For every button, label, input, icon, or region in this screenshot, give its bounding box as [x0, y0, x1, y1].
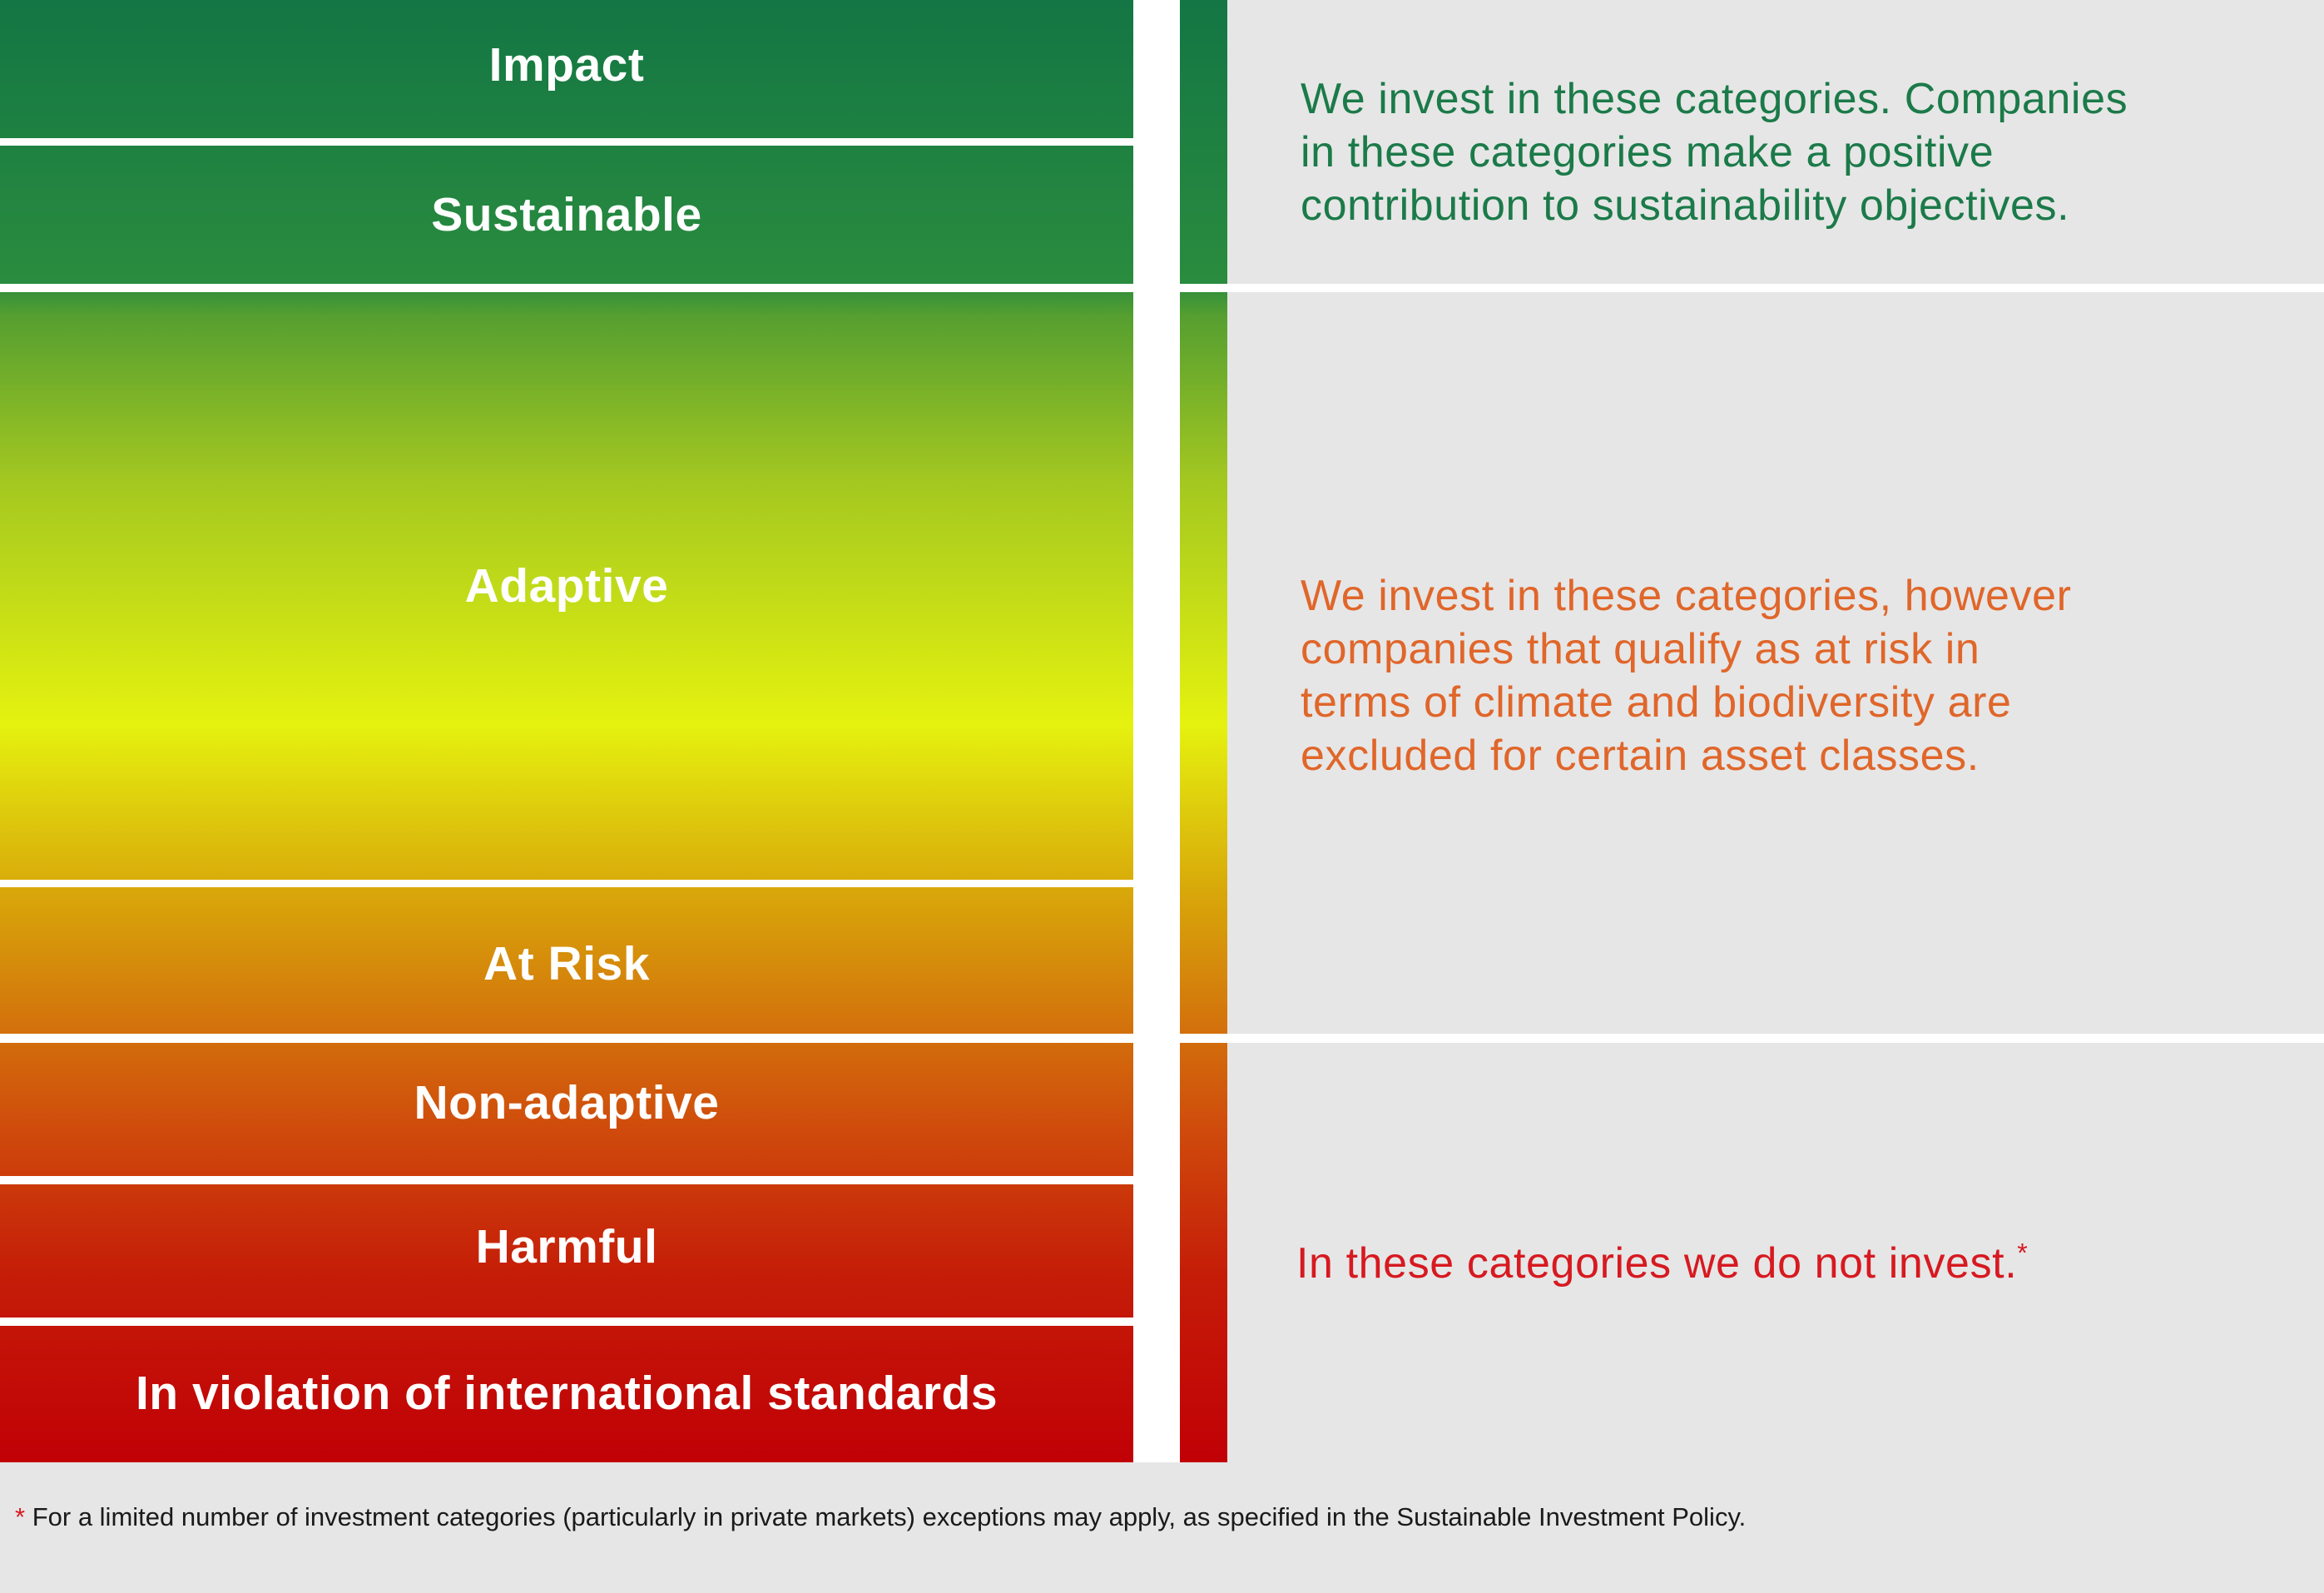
footnote: * For a limited number of investment cat… — [15, 1502, 1746, 1532]
text-line: terms of climate and biodiversity are — [1301, 678, 2012, 727]
text-line: contribution to sustainability objective… — [1301, 181, 2070, 230]
text-line: companies that qualify as at risk in — [1301, 625, 1980, 673]
category-sustainable: Sustainable — [0, 146, 1133, 284]
category-violation: In violation of international standards — [0, 1326, 1133, 1462]
panel-invest: We invest in these categories. Companies… — [1227, 0, 2324, 284]
text-line: We invest in these categories. Companies — [1301, 75, 2128, 123]
category-adaptive: Adaptive — [0, 292, 1133, 880]
text-line: excluded for certain asset classes. — [1301, 732, 1980, 780]
category-label: Impact — [488, 38, 645, 92]
footnote-text: For a limited number of investment categ… — [32, 1502, 1747, 1531]
category-impact: Impact — [0, 0, 1133, 138]
group-bar-exclude — [1180, 1043, 1227, 1462]
category-non-adaptive: Non-adaptive — [0, 1043, 1133, 1176]
category-label: Harmful — [475, 1220, 658, 1273]
group-bar-conditional — [1180, 292, 1227, 1034]
category-label: In violation of international standards — [135, 1366, 998, 1420]
footnote-marker: * — [15, 1502, 26, 1531]
group-bar-invest — [1180, 0, 1227, 284]
text-line: We invest in these categories, however — [1301, 572, 2072, 620]
category-label: Sustainable — [431, 188, 702, 241]
category-at-risk: At Risk — [0, 887, 1133, 1034]
group-text-conditional: We invest in these categories, however c… — [1301, 569, 2072, 782]
group-text-exclude: In these categories we do not invest.* — [1296, 1237, 2028, 1290]
text-line: in these categories make a positive — [1301, 128, 1994, 176]
footnote-area: * For a limited number of investment cat… — [0, 1462, 2324, 1593]
exclude-text: In these categories we do not invest. — [1296, 1239, 2018, 1288]
panel-exclude: In these categories we do not invest.* — [1227, 1043, 2324, 1462]
category-label: Adaptive — [464, 559, 669, 613]
category-harmful: Harmful — [0, 1184, 1133, 1318]
category-label: At Risk — [483, 937, 650, 990]
category-label: Non-adaptive — [414, 1076, 720, 1129]
asterisk-marker: * — [2017, 1238, 2029, 1268]
group-text-invest: We invest in these categories. Companies… — [1301, 72, 2128, 232]
panel-conditional: We invest in these categories, however c… — [1227, 292, 2324, 1034]
